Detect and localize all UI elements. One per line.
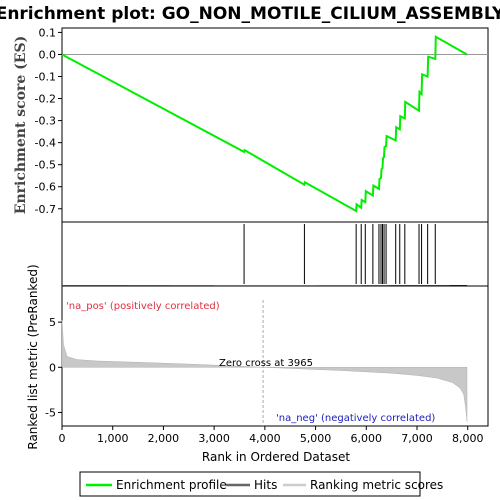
es-y-tick-label: -0.6 <box>35 181 56 194</box>
es-axis-label: Enrichment score (ES) <box>13 36 29 214</box>
metric-y-tick-label: 5 <box>49 316 56 329</box>
x-axis-label: Rank in Ordered Dataset <box>202 450 350 464</box>
hits-panel <box>61 221 489 287</box>
es-y-tick-label: -0.7 <box>35 203 56 216</box>
ranking-metric-area <box>61 320 468 422</box>
es-y-tick-label: -0.4 <box>35 137 56 150</box>
metric-axis-label: Ranked list metric (PreRanked) <box>26 264 40 449</box>
es-y-tick-label: -0.5 <box>35 159 56 172</box>
hits-panel-frame <box>61 221 489 287</box>
x-tick-label: 3,000 <box>198 432 230 445</box>
metric-panel-frame <box>61 285 489 427</box>
legend-profile-label: Enrichment profile <box>116 478 227 492</box>
es-y-tick-label: -0.3 <box>35 115 56 128</box>
x-tick-label: 2,000 <box>148 432 180 445</box>
es-y-tick-label: -0.2 <box>35 93 56 106</box>
pos-label: 'na_pos' (positively correlated) <box>66 301 220 312</box>
es-panel: 0.1 0.0 -0.1 -0.2 -0.3 -0.4 -0.5 -0.6 -0.7 Enric… <box>13 26 489 223</box>
es-panel-frame <box>61 27 489 223</box>
es-y-axis: 0.1 0.0 -0.1 -0.2 -0.3 -0.4 -0.5 -0.6 -0.7 <box>35 26 62 216</box>
chart-title: Enrichment plot: GO_NON_MOTILE_CILIUM_AS… <box>0 4 500 24</box>
metric-y-tick-label: 0 <box>49 361 56 374</box>
x-tick-label: 5,000 <box>300 432 332 445</box>
es-y-tick-label: -0.1 <box>35 71 56 84</box>
metric-y-tick-label: -5 <box>45 406 56 419</box>
enrichment-profile-line <box>61 35 468 213</box>
zero-cross-label: Zero cross at 3965 <box>219 358 313 369</box>
x-tick-label: 6,000 <box>351 432 383 445</box>
legend-hits-label: Hits <box>254 478 277 492</box>
x-tick-label: 4,000 <box>249 432 281 445</box>
legend: Enrichment profile Hits Ranking metric s… <box>79 471 443 497</box>
x-axis: 0 1,000 2,000 3,000 4,000 5,000 6,000 7,000 8,00… <box>59 426 484 445</box>
rank-metric-panel: 50-5 'na_pos' (positively correlated) 'n… <box>26 264 489 450</box>
x-tick-label: 8,000 <box>452 432 484 445</box>
legend-metric-label: Ranking metric scores <box>310 478 443 492</box>
es-y-tick-label: 0.0 <box>39 48 57 61</box>
x-tick-label: 1,000 <box>97 432 129 445</box>
metric-y-axis: 5 0 -5 <box>45 316 62 419</box>
x-tick-label: 0 <box>59 432 66 445</box>
x-tick-label: 7,000 <box>401 432 433 445</box>
es-y-tick-label: 0.1 <box>39 26 57 39</box>
hit-marks <box>243 224 436 284</box>
neg-label: 'na_neg' (negatively correlated) <box>276 413 435 424</box>
